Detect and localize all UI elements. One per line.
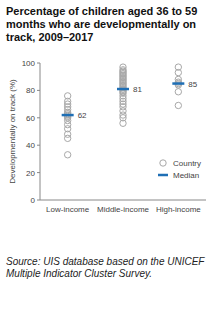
data-label: 85 bbox=[188, 80, 197, 89]
x-tick-label: High-income bbox=[156, 205, 201, 214]
y-tick-label: 0 bbox=[31, 196, 36, 205]
y-tick-label: 100 bbox=[22, 59, 36, 68]
legend: Country Median bbox=[158, 159, 201, 180]
data-labels: 62 81 85 bbox=[78, 80, 198, 121]
country-point bbox=[64, 152, 70, 158]
country-point bbox=[175, 76, 181, 82]
median-mark bbox=[117, 88, 129, 91]
y-tick-label: 20 bbox=[26, 169, 35, 178]
legend-label: Median bbox=[173, 171, 199, 180]
y-tick bbox=[37, 200, 40, 201]
legend-swatch bbox=[160, 160, 166, 166]
x-tick-label: Middle-income bbox=[97, 205, 150, 214]
y-tick bbox=[37, 172, 40, 173]
title: Percentage of children aged 36 to 59 mon… bbox=[6, 5, 211, 44]
source: Source: UIS database based on the UNICEF… bbox=[6, 256, 211, 280]
y-axis bbox=[40, 63, 41, 200]
x-axis bbox=[40, 200, 206, 201]
country-point bbox=[175, 64, 181, 70]
y-tick bbox=[37, 145, 40, 146]
median-mark bbox=[62, 114, 74, 117]
legend-label: Country bbox=[173, 159, 201, 168]
median-mark bbox=[172, 82, 184, 85]
y-tick-label: 80 bbox=[26, 86, 35, 95]
legend-swatch bbox=[158, 174, 168, 177]
chart: 0 20 40 60 80 100 Developmentally on track (%)… bbox=[0, 0, 220, 310]
data-label: 62 bbox=[78, 111, 87, 120]
country-point bbox=[175, 89, 181, 95]
plot-area bbox=[62, 64, 185, 158]
country-point bbox=[120, 64, 126, 70]
y-tick-label: 60 bbox=[26, 114, 35, 123]
country-point bbox=[64, 93, 70, 99]
country-point bbox=[175, 102, 181, 108]
y-tick bbox=[37, 63, 40, 64]
y-tick bbox=[37, 90, 40, 91]
y-tick-label: 40 bbox=[26, 141, 35, 150]
x-tick-label: Low-income bbox=[46, 205, 90, 214]
y-axis-label: Developmentally on track (%) bbox=[8, 79, 17, 184]
data-label: 81 bbox=[133, 85, 142, 94]
y-tick bbox=[37, 117, 40, 118]
